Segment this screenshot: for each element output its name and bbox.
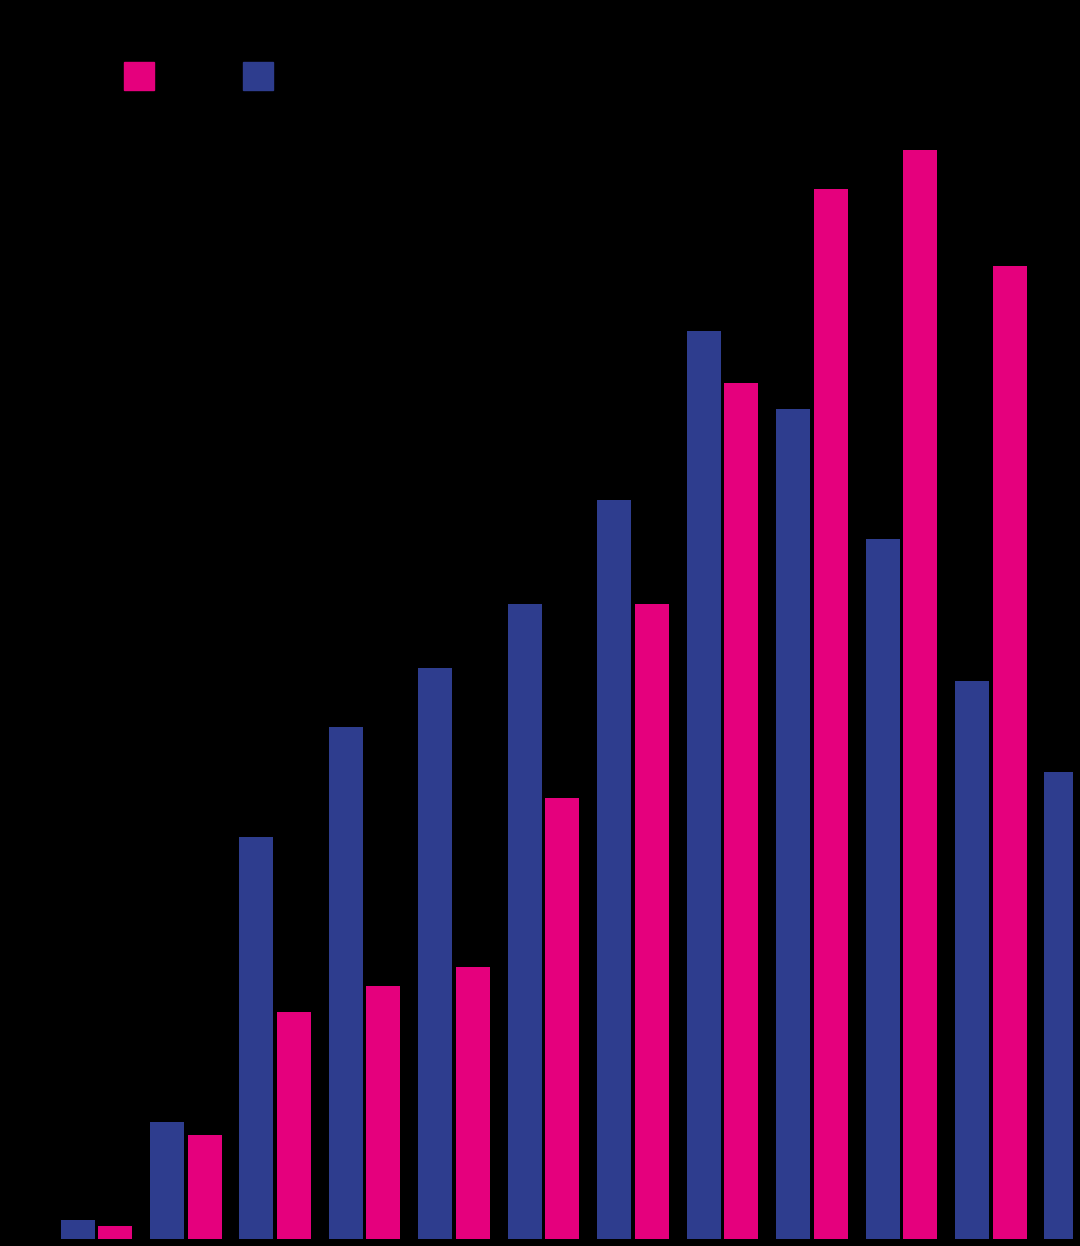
Bar <box>635 603 669 1239</box>
Bar <box>366 986 401 1239</box>
Bar <box>687 331 720 1239</box>
Bar <box>813 188 848 1239</box>
Bar <box>60 1220 95 1239</box>
Bar <box>777 409 810 1239</box>
Bar <box>725 383 758 1239</box>
Bar <box>418 668 453 1239</box>
Bar <box>329 726 363 1239</box>
Bar <box>865 538 900 1239</box>
Bar <box>278 1012 311 1239</box>
Bar <box>955 682 989 1239</box>
Bar <box>545 799 579 1239</box>
Bar <box>903 150 937 1239</box>
Bar <box>150 1123 184 1239</box>
Bar <box>188 1135 221 1239</box>
Bar <box>240 837 273 1239</box>
Bar <box>98 1226 132 1239</box>
Bar <box>1044 773 1079 1239</box>
Bar <box>993 267 1027 1239</box>
Bar <box>597 500 631 1239</box>
Bar <box>456 967 490 1239</box>
Bar <box>508 603 542 1239</box>
